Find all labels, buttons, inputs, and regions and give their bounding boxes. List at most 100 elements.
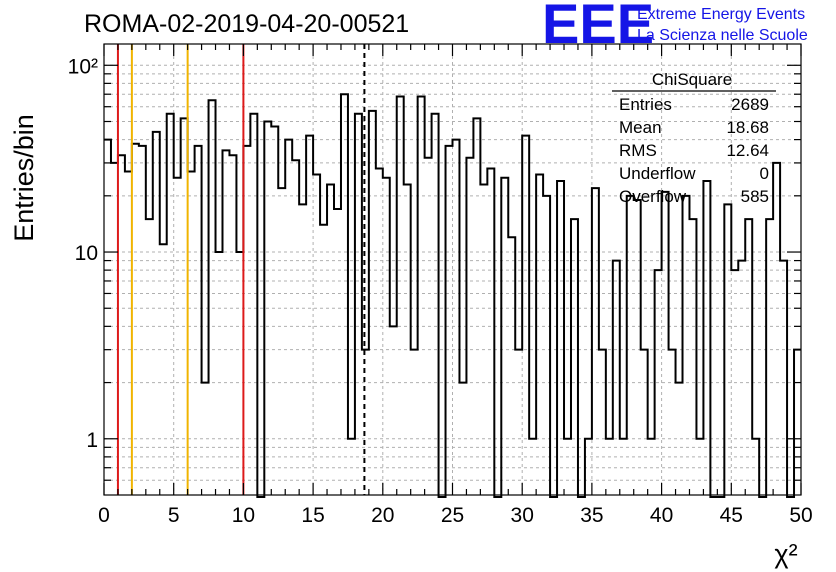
histogram-bin [543,196,550,495]
histogram-bin [313,175,320,495]
x-axis-label: χ² [774,539,797,569]
histogram-bin [738,261,745,495]
stats-underflow-label: Underflow [619,164,696,183]
histogram-bin [592,188,599,495]
histogram-bin [508,237,515,495]
histogram-bin [292,160,299,495]
histogram-bin [536,175,543,495]
histogram-bin [557,181,564,495]
histogram-bin [501,178,508,495]
histogram-bin [627,196,634,495]
histogram-bin [306,136,313,495]
histogram-bin [243,146,250,495]
histogram-bin [634,200,641,495]
histogram-bin [522,136,529,495]
x-tick-label: 20 [371,504,394,527]
histogram-bin [459,383,466,495]
histogram-bin [480,184,487,495]
histogram-bin [181,118,188,495]
stats-box: ChiSquare Entries 2689 Mean 18.68 RMS 12… [612,70,776,206]
stats-underflow-value: 0 [760,164,769,183]
stats-rms-value: 12.64 [726,141,769,160]
x-tick-label: 30 [511,504,534,527]
histogram-bin [613,261,620,495]
histogram-bin [341,94,348,495]
histogram-bin [766,219,773,495]
histogram-bin [724,204,731,495]
histogram-bin [648,439,655,495]
histogram-bin [132,144,139,495]
histogram-bin [571,219,578,495]
histogram-bin [641,350,648,495]
histogram-bin [369,111,376,495]
histogram-bin [229,155,236,495]
x-tick-label: 15 [301,504,324,527]
histogram-bin [216,252,223,495]
histogram-bin [334,209,341,495]
histogram-bin [529,439,536,495]
histogram-bin [487,169,494,495]
histogram-bin [271,127,278,495]
histogram-bin [425,158,432,495]
histogram-bin [139,146,146,495]
histogram-bin [683,196,690,495]
histogram-bin [773,163,780,495]
histogram-bin [446,146,453,495]
histogram-bin [195,146,202,495]
x-tick-label: 40 [650,504,673,527]
histogram-bin [655,270,662,495]
histogram-bin [745,219,752,495]
histogram-bin [153,132,160,495]
histogram-bin [676,383,683,495]
histogram-bin [104,140,111,495]
histogram-bin [174,178,181,495]
histogram-bin [188,171,195,495]
histogram-bin [473,118,480,495]
y-tick-label: 1 [86,429,98,452]
histogram-bin [466,158,473,495]
chart-title: ROMA-02-2019-04-20-00521 [84,10,409,38]
histogram-bin [411,350,418,495]
histogram-bin [606,439,613,495]
histogram-bin [146,219,153,495]
histogram-bin [432,114,439,495]
histogram-bin [689,219,696,495]
histogram-bin [320,225,327,495]
x-tick-label: 35 [580,504,603,527]
histogram-bin [453,140,460,495]
histogram-bin [564,439,571,495]
histogram-bin [278,188,285,495]
histogram-bin [397,97,404,495]
x-tick-label: 45 [720,504,743,527]
histogram-bin [585,439,592,495]
histogram-bin [250,114,257,495]
stats-entries-label: Entries [619,95,672,114]
stats-mean-label: Mean [619,118,662,137]
histogram-bin [696,439,703,495]
histogram-bin [236,252,243,495]
axis-ticks [103,44,802,495]
stats-rms-label: RMS [619,141,657,160]
histogram [104,93,801,498]
histogram-bin [780,261,787,495]
grid [104,44,801,495]
histogram-bin [111,163,118,495]
histogram-bin [418,97,425,495]
histogram-bin [731,270,738,495]
logo-line-2: La Scienza nelle Scuole [637,27,808,44]
x-tick-label: 0 [98,504,110,527]
stats-entries-value: 2689 [731,95,769,114]
histogram-bin [794,350,801,495]
logo-line-1: Extreme Energy Events [637,6,805,23]
x-tick-label: 50 [789,504,812,527]
histogram-bin [202,383,209,495]
histogram-bin [703,181,710,495]
histogram-outline [104,93,801,498]
histogram-bin [167,114,174,495]
tick-labels: 0 5 10 15 20 25 30 35 40 45 50 1 10 10² [68,55,813,527]
x-tick-label: 10 [232,504,255,527]
histogram-bin [376,169,383,495]
reference-lines [116,44,366,495]
stats-overflow-value: 585 [741,187,769,206]
